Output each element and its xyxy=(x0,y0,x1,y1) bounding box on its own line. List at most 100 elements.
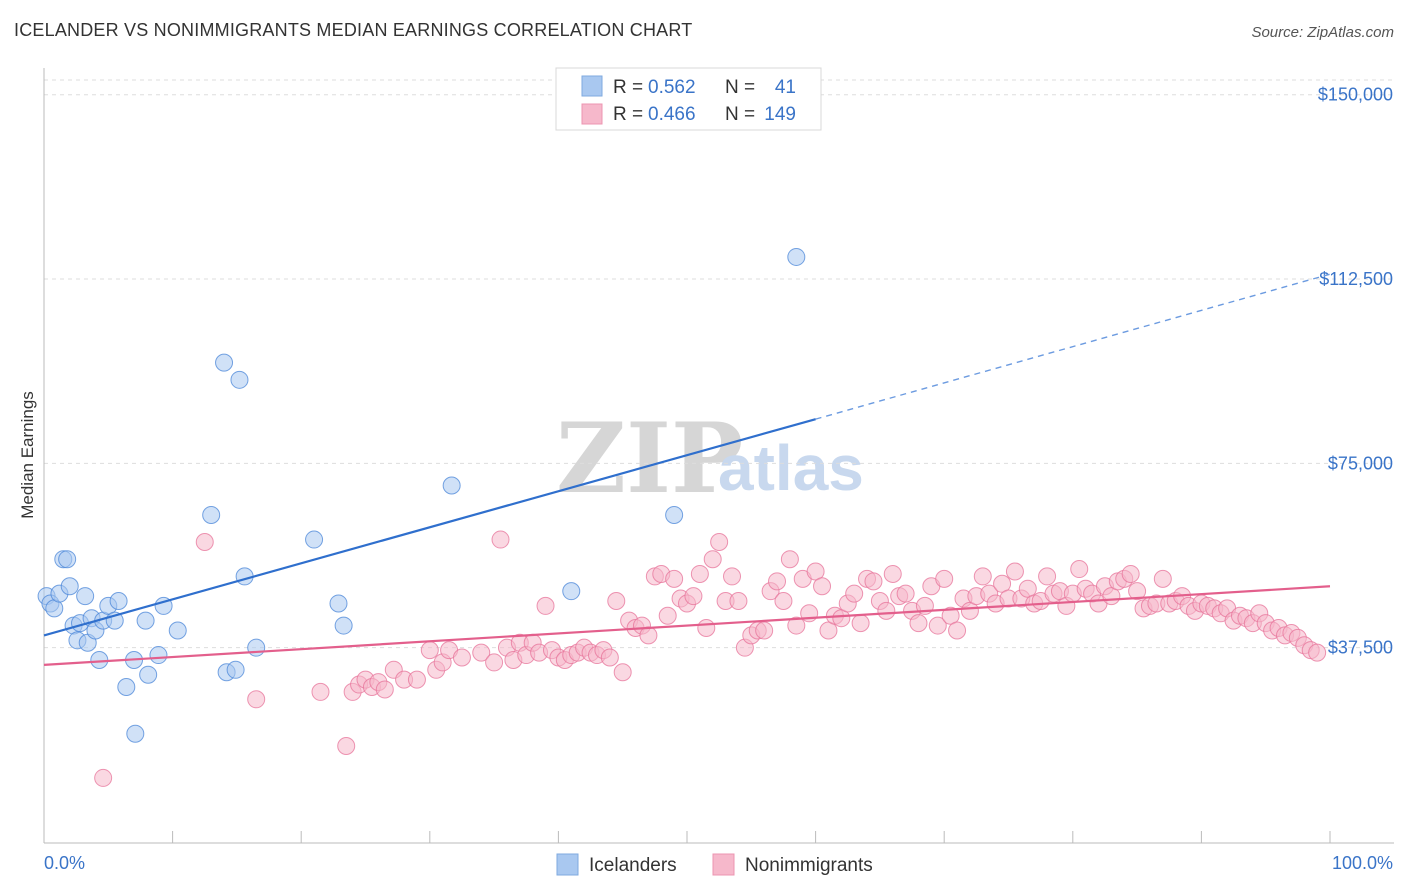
bottom-legend: Icelanders Nonimmigrants xyxy=(556,853,873,876)
nonimmigrants-point-119 xyxy=(1121,564,1140,583)
icelanders-point-35 xyxy=(329,594,348,613)
nonimmigrants-point-77 xyxy=(851,614,870,633)
icelanders-point-34 xyxy=(305,530,324,549)
nonimmigrants-point-53 xyxy=(697,619,716,638)
nonimmigrants-point-148 xyxy=(1308,643,1327,662)
nonimmigrants-point-57 xyxy=(723,567,742,586)
nonimmigrants-point-92 xyxy=(948,621,967,640)
icelanders-trend-line xyxy=(43,418,816,637)
nonimmigrants-point-19 xyxy=(472,643,491,662)
bottom-legend-swatch-icelanders xyxy=(556,853,579,876)
nonimmigrants-point-86 xyxy=(909,614,928,633)
icelanders-point-23 xyxy=(139,665,158,684)
nonimmigrants-point-89 xyxy=(928,616,947,635)
legend-swatch-nonimmigrants xyxy=(581,103,603,125)
legend-r-label-2: R = xyxy=(613,104,643,125)
series-nonimmigrants-points xyxy=(94,530,1327,787)
nonimmigrants-point-40 xyxy=(613,663,632,682)
nonimmigrants-point-0 xyxy=(94,768,113,787)
legend-n-label-1: N = xyxy=(725,77,755,98)
axes xyxy=(43,68,1394,844)
nonimmigrants-point-18 xyxy=(452,648,471,667)
icelanders-point-39 xyxy=(665,505,684,524)
nonimmigrants-point-64 xyxy=(768,572,787,591)
watermark-zip: ZIP xyxy=(556,402,743,515)
chart-title: ICELANDER VS NONIMMIGRANTS MEDIAN EARNIN… xyxy=(14,20,693,40)
y-tick-label-0: $37,500 xyxy=(1328,638,1393,658)
trend-lines xyxy=(43,273,1331,666)
icelanders-point-27 xyxy=(202,505,221,524)
nonimmigrants-point-44 xyxy=(639,626,658,645)
icelanders-point-30 xyxy=(226,660,245,679)
icelanders-point-6 xyxy=(60,577,79,596)
bottom-legend-label-nonimmigrants: Nonimmigrants xyxy=(745,855,873,876)
nonimmigrants-point-101 xyxy=(1005,562,1024,581)
nonimmigrants-point-55 xyxy=(710,533,729,552)
nonimmigrants-point-65 xyxy=(774,591,793,610)
icelanders-point-37 xyxy=(442,476,461,495)
icelanders-point-22 xyxy=(136,611,155,630)
nonimmigrants-point-90 xyxy=(935,569,954,588)
nonimmigrants-point-62 xyxy=(755,621,774,640)
nonimmigrants-point-14 xyxy=(420,641,439,660)
nonimmigrants-trend-line xyxy=(43,585,1331,666)
nonimmigrants-point-10 xyxy=(375,680,394,699)
icelanders-point-5 xyxy=(58,550,77,569)
nonimmigrants-point-20 xyxy=(485,653,504,672)
nonimmigrants-point-2 xyxy=(247,690,266,709)
nonimmigrants-point-67 xyxy=(787,616,806,635)
nonimmigrants-point-3 xyxy=(311,682,330,701)
icelanders-point-18 xyxy=(109,591,128,610)
nonimmigrants-point-47 xyxy=(658,606,677,625)
nonimmigrants-point-84 xyxy=(896,584,915,603)
series-icelanders-points xyxy=(37,247,806,743)
nonimmigrants-point-48 xyxy=(665,569,684,588)
nonimmigrants-point-79 xyxy=(864,572,883,591)
nonimmigrants-point-52 xyxy=(690,564,709,583)
x-tick-label-min: 0.0% xyxy=(44,853,85,873)
legend-swatch-icelanders xyxy=(581,75,603,97)
icelanders-point-40 xyxy=(787,247,806,266)
nonimmigrants-point-111 xyxy=(1070,560,1089,579)
watermark-atlas: atlas xyxy=(718,432,864,504)
icelanders-point-19 xyxy=(117,678,136,697)
icelanders-point-36 xyxy=(334,616,353,635)
x-tick-label-max: 100.0% xyxy=(1332,853,1393,873)
nonimmigrants-point-81 xyxy=(877,601,896,620)
icelanders-point-38 xyxy=(562,582,581,601)
nonimmigrants-point-13 xyxy=(407,670,426,689)
y-tick-label-2: $112,500 xyxy=(1319,269,1393,289)
bottom-legend-label-icelanders: Icelanders xyxy=(589,855,677,876)
legend-box: R = 0.562 N = 41 R = 0.466 N = 149 xyxy=(555,67,822,131)
icelanders-point-28 xyxy=(215,353,234,372)
icelanders-trend-extension xyxy=(815,273,1331,420)
nonimmigrants-point-38 xyxy=(600,648,619,667)
bottom-legend-swatch-nonimmigrants xyxy=(712,853,735,876)
nonimmigrants-point-71 xyxy=(813,577,832,596)
icelanders-point-14 xyxy=(90,650,109,669)
nonimmigrants-point-106 xyxy=(1038,567,1057,586)
source-label: Source: ZipAtlas.com xyxy=(1251,24,1394,41)
nonimmigrants-point-96 xyxy=(973,567,992,586)
icelanders-point-10 xyxy=(76,587,95,606)
nonimmigrants-point-66 xyxy=(780,550,799,569)
nonimmigrants-point-120 xyxy=(1128,582,1147,601)
legend-r-label-1: R = xyxy=(613,77,643,98)
nonimmigrants-point-51 xyxy=(684,587,703,606)
y-tick-labels: $37,500 $75,000 $112,500 $150,000 xyxy=(1318,85,1393,658)
legend-n-value-2: 149 xyxy=(764,104,796,125)
nonimmigrants-point-124 xyxy=(1153,569,1172,588)
nonimmigrants-point-21 xyxy=(491,530,510,549)
nonimmigrants-point-28 xyxy=(536,596,555,615)
icelanders-point-24 xyxy=(149,646,168,665)
legend-n-value-1: 41 xyxy=(775,77,796,98)
nonimmigrants-point-39 xyxy=(607,591,626,610)
icelanders-point-33 xyxy=(247,638,266,657)
nonimmigrants-point-54 xyxy=(703,550,722,569)
icelanders-point-21 xyxy=(126,724,145,743)
nonimmigrants-point-58 xyxy=(729,591,748,610)
nonimmigrants-point-4 xyxy=(337,736,356,755)
nonimmigrants-point-76 xyxy=(845,584,864,603)
icelanders-point-31 xyxy=(230,370,249,389)
